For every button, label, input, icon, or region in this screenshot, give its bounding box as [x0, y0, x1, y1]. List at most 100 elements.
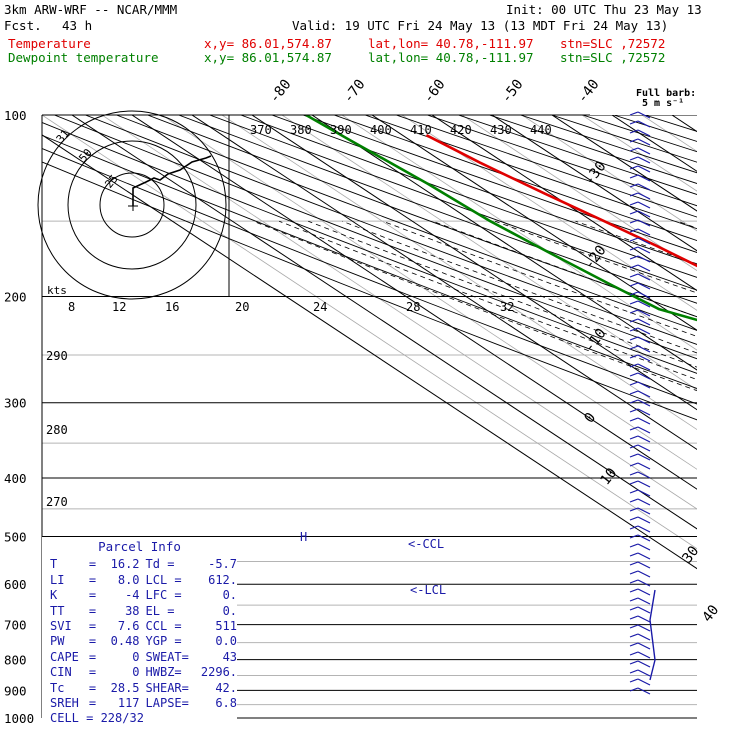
valid-time: Valid: 19 UTC Fri 24 May 13 (13 MDT Fri …: [292, 18, 669, 33]
isotherm-label: -70: [340, 77, 368, 107]
wind-barb: [629, 228, 639, 233]
legend-temperature-latlon: lat,lon= 40.78,-111.97: [368, 36, 534, 51]
parcel-key-2: LCL =: [145, 572, 182, 587]
barb-key-label: Full barb:: [636, 88, 696, 99]
wind-barb: [629, 381, 639, 386]
wind-barb: [637, 282, 651, 290]
plot-area: 23581220: [42, 115, 697, 718]
wind-barb: [637, 300, 651, 308]
hodograph-wind-tick: 12: [112, 300, 126, 314]
parcel-value-2: 43: [222, 649, 238, 664]
wind-barb: [637, 633, 651, 641]
parcel-equals: =: [88, 634, 97, 649]
wind-barbs: [629, 111, 656, 695]
theta-label: 270: [46, 495, 68, 509]
wind-barb: [637, 363, 651, 371]
parcel-key-2: Td =: [145, 557, 175, 572]
moist-adiabat: [342, 220, 697, 354]
parcel-key-2: SHEAR=: [145, 680, 189, 695]
wind-barb: [637, 129, 651, 137]
wind-barb: [629, 183, 639, 188]
parcel-value: 0: [132, 649, 140, 664]
wind-barb: [637, 273, 651, 281]
parcel-row: SVI = 7.6 CCL = 511: [42, 619, 237, 634]
wind-barb: [637, 264, 651, 272]
parcel-row: LI = 8.0 LCL = 612.: [42, 573, 237, 588]
parcel-row: K = -4 LFC = 0.: [42, 588, 237, 603]
wind-barb: [637, 318, 651, 326]
dry-adiabat: [42, 122, 697, 374]
hodograph-wind-tick: 20: [235, 300, 249, 314]
hodograph-ring: [99, 172, 165, 238]
wind-barb: [637, 201, 651, 209]
wind-barb: [637, 642, 651, 650]
wind-barb: [637, 534, 651, 542]
wind-barb: [637, 183, 651, 191]
wind-barb: [629, 120, 639, 125]
parcel-equals: =: [88, 619, 97, 634]
wind-barb: [629, 129, 639, 134]
wind-barb: [629, 156, 639, 161]
parcel-value: 38: [125, 603, 140, 618]
wind-barb: [637, 444, 651, 452]
wind-barb: [629, 498, 639, 503]
forecast-label: Fcst.: [4, 18, 42, 33]
parcel-row: PW = 0.48 YGP = 0.0: [42, 634, 237, 649]
pressure-tick-label: 200: [4, 290, 27, 305]
model-title: 3km ARW-WRF -- NCAR/MMM: [4, 2, 178, 17]
theta-label: 390: [330, 123, 352, 137]
legend-dewpoint-station: stn=SLC ,72572: [560, 50, 666, 65]
parcel-key: SVI: [50, 619, 72, 634]
pressure-tick-label: 800: [4, 653, 27, 668]
wind-barb: [637, 579, 651, 587]
wind-barb: [629, 210, 639, 215]
wind-barb: [629, 516, 639, 521]
wind-barb: [637, 147, 651, 155]
wind-barb: [637, 606, 651, 614]
wind-barb: [629, 327, 639, 332]
wind-barb: [637, 156, 651, 164]
wind-barb: [629, 579, 639, 584]
parcel-value-2: 0.: [222, 588, 238, 603]
parcel-key-2: YGP =: [145, 634, 182, 649]
parcel-value-2: 511: [215, 619, 238, 634]
hodograph-wind-tick: 24: [313, 300, 327, 314]
pressure-tick-label: 500: [4, 529, 27, 544]
wind-barb: [629, 399, 639, 404]
parcel-value: 7.6: [117, 619, 140, 634]
wind-barb: [637, 219, 651, 227]
dry-adiabat: [42, 134, 697, 389]
wind-barb: [637, 399, 651, 407]
wind-barb: [629, 264, 639, 269]
wind-barb: [629, 273, 639, 278]
parcel-key: T: [50, 557, 58, 572]
wind-barb: [637, 408, 651, 416]
wind-barb: [629, 462, 639, 467]
wind-barb: [629, 534, 639, 539]
wind-barb: [637, 165, 651, 173]
wind-barb: [629, 309, 639, 314]
pressure-tick-label: 700: [4, 618, 27, 633]
parcel-row: Tc = 28.5 SHEAR= 42.: [42, 681, 237, 696]
isotherm-line: [641, 115, 697, 152]
wind-barb: [637, 498, 651, 506]
wind-barb: [629, 336, 639, 341]
wind-barb: [637, 390, 651, 398]
wind-barb: [637, 552, 651, 560]
wind-barb: [637, 570, 651, 578]
wind-barb: [637, 489, 651, 497]
isotherm-line: [491, 115, 697, 252]
hodograph: [37, 110, 230, 300]
wind-barb: [637, 687, 651, 695]
moist-adiabat: [278, 220, 697, 380]
wind-barb: [629, 651, 639, 656]
wind-barb: [637, 453, 651, 461]
isotherm-line: [521, 115, 697, 232]
wind-barb: [629, 597, 639, 602]
wind-barb: [637, 228, 651, 236]
parcel-key: SREH: [50, 696, 79, 711]
wind-barb: [637, 651, 651, 659]
parcel-row: TT = 38 EL = 0.: [42, 604, 237, 619]
pressure-tick-label: 900: [4, 683, 27, 698]
